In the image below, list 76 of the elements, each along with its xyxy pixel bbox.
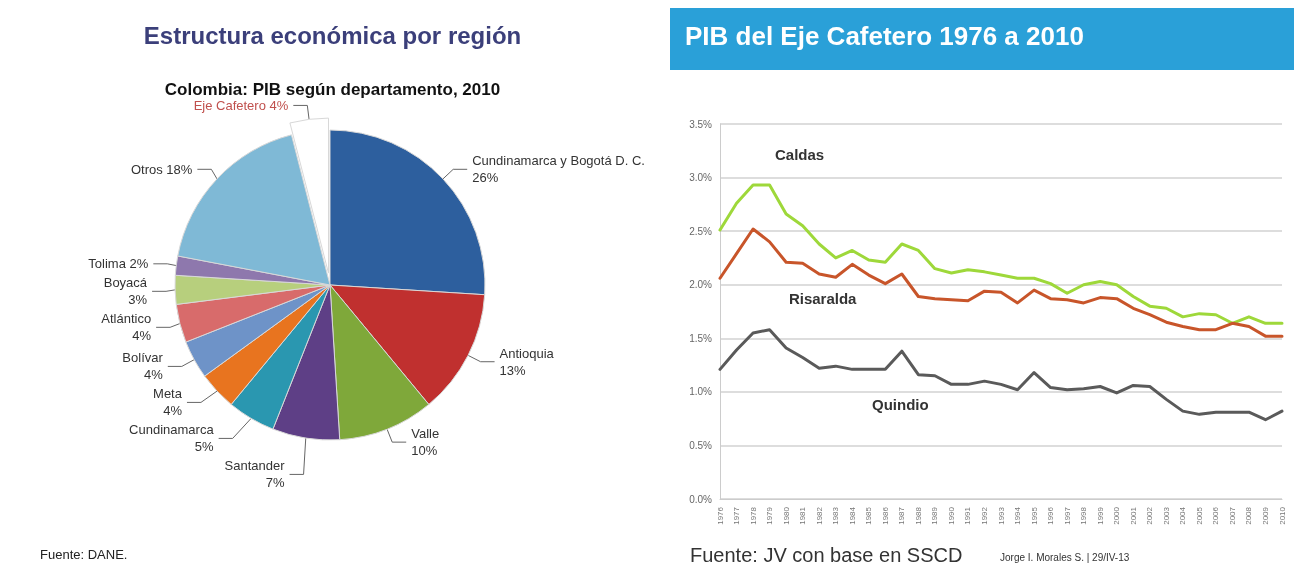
x-tick-label: 2004: [1178, 506, 1188, 525]
x-tick-label: 2010: [1277, 506, 1287, 525]
y-tick-label: 0.0%: [689, 493, 713, 505]
x-tick-label: 1984: [847, 506, 857, 525]
slice-label: Atlántico: [101, 311, 152, 327]
slice-label: Valle: [411, 426, 440, 442]
x-tick-label: 1981: [798, 506, 808, 525]
text: Jorge I. Morales S. | 29/IV-13: [1000, 551, 1130, 563]
slice-label: Antioquia: [499, 345, 555, 361]
slice-label: Cundinamarca y Bogotá D. C.: [472, 153, 645, 169]
x-tick-label: 2005: [1194, 506, 1204, 525]
x-tick-label: 1977: [732, 506, 742, 525]
data-label: 10%: [411, 443, 438, 459]
y-tick-label: 2.5%: [689, 225, 713, 237]
x-tick-label: 2009: [1260, 506, 1270, 525]
line-series: [718, 183, 1284, 325]
x-tick-label: 2001: [1128, 506, 1138, 525]
x-tick-label: 2002: [1145, 506, 1155, 525]
x-tick-label: 1995: [1029, 506, 1039, 525]
slice-label: Cundinamarca: [129, 422, 215, 438]
x-tick-label: 1986: [880, 506, 890, 525]
source-note: Fuente: JV con base en SSCD: [690, 544, 963, 566]
x-tick-label: 1998: [1079, 506, 1089, 525]
data-label: 4%: [163, 403, 183, 419]
x-tick-label: 1994: [1013, 506, 1023, 525]
x-tick-label: 1978: [748, 506, 758, 525]
x-tick-label: 2008: [1244, 506, 1254, 525]
slice-label: Boyacá: [103, 275, 148, 291]
x-tick-label: 2003: [1161, 506, 1171, 525]
y-tick-label: 1.0%: [689, 386, 713, 398]
slice-label: Meta: [153, 386, 183, 402]
x-tick-label: 1982: [814, 506, 824, 525]
x-tick-label: 1987: [897, 506, 907, 525]
data-label: 26%: [472, 170, 499, 186]
data-label: 13%: [499, 362, 527, 378]
slice-label: Santander: [224, 458, 286, 474]
x-tick-label: 2007: [1227, 506, 1237, 525]
x-tick-label: 1996: [1046, 506, 1056, 525]
series-label: Caldas: [774, 146, 825, 164]
line-series: [718, 227, 1284, 338]
x-tick-label: 2006: [1211, 506, 1221, 525]
y-tick-label: 3.0%: [689, 172, 713, 184]
series-label: Quindio: [871, 396, 929, 414]
y-tick-label: 0.5%: [689, 439, 713, 451]
data-label: 7%: [265, 475, 285, 491]
series-label: Risaralda: [788, 290, 858, 308]
x-tick-label: 1990: [946, 506, 956, 525]
x-tick-label: 1991: [963, 506, 973, 525]
x-tick-label: 2000: [1112, 506, 1122, 525]
slice-label: Otros 18%: [130, 161, 193, 177]
data-label: 4%: [144, 367, 164, 383]
data-label: 3%: [128, 292, 148, 308]
x-tick-label: 1997: [1062, 506, 1072, 525]
source-note: Fuente: DANE.: [40, 547, 128, 562]
x-tick-label: 1985: [864, 506, 874, 525]
chart-subtitle: Colombia: PIB según departamento, 2010: [164, 80, 501, 99]
x-tick-label: 1979: [765, 506, 775, 525]
line-series: [718, 328, 1284, 422]
slice-label: Bolívar: [122, 350, 164, 366]
chart-title: PIB del Eje Cafetero 1976 a 2010: [685, 21, 1084, 51]
y-tick-label: 2.0%: [689, 279, 713, 291]
x-tick-label: 1989: [930, 506, 940, 525]
x-tick-label: 1980: [781, 506, 791, 525]
x-tick-label: 1992: [979, 506, 989, 525]
x-tick-label: 1983: [831, 506, 841, 525]
data-label: 5%: [194, 439, 215, 455]
x-tick-label: 1988: [913, 506, 923, 525]
slice-label: Tolima 2%: [88, 256, 149, 272]
data-label: 4%: [132, 328, 152, 344]
x-tick-label: 1993: [996, 506, 1006, 525]
slice-label: Eje Cafetero 4%: [193, 97, 289, 113]
y-tick-label: 1.5%: [689, 332, 713, 344]
chart-title: Estructura económica por región: [143, 21, 522, 49]
y-tick-label: 3.5%: [689, 118, 713, 130]
x-tick-label: 1976: [715, 506, 725, 525]
x-tick-label: 1999: [1095, 506, 1105, 525]
